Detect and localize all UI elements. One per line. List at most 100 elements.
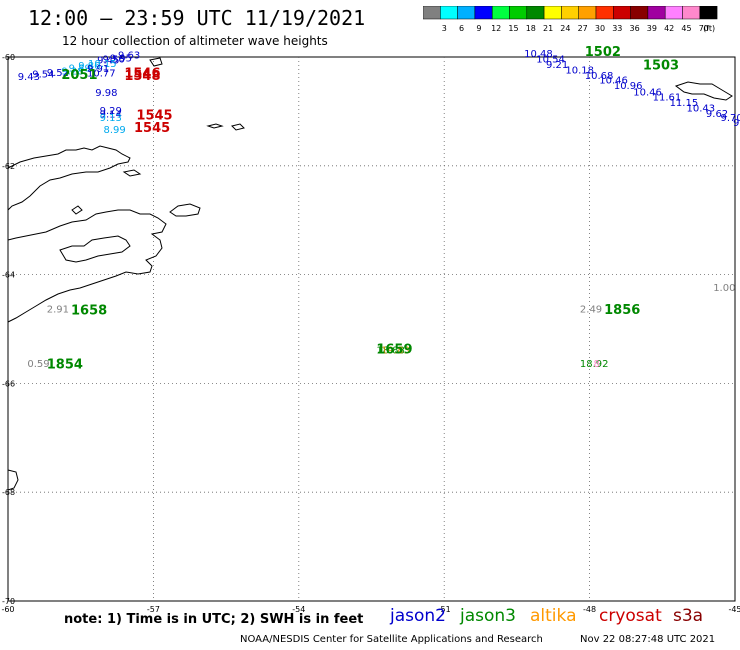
wave-height-label: 9.8: [733, 118, 740, 129]
legend-jason2: jason2: [390, 606, 446, 626]
wave-height-label: 9.62: [706, 109, 728, 120]
wave-height-label: 9.14: [100, 109, 122, 120]
coastline-peninsula: [7, 145, 131, 211]
wave-height-label: 10.43: [687, 103, 716, 114]
observation-time-label: 1502: [585, 45, 621, 60]
observation-time-label: 1659: [376, 342, 412, 357]
colorbar-swatch: [474, 6, 493, 20]
wave-height-label: 10.46: [633, 88, 662, 99]
wave-height-label: 10.54: [536, 54, 565, 65]
longitude-label: -54: [292, 605, 305, 614]
colorbar-swatch: [423, 6, 441, 20]
coastline-island-3: [231, 123, 245, 131]
observation-time-label: 1854: [47, 358, 83, 373]
coastline-island-2: [206, 123, 224, 129]
latitude-label: -62: [2, 162, 15, 171]
color-scale-bar: 3 6 9 12 15 18 21 24 27 30 33 36 39 42 45 70(ft): [423, 6, 718, 33]
wave-height-label: 18.83: [376, 345, 405, 356]
wave-height-label: 9.29: [100, 106, 122, 117]
wave-height-labels: 9.639.959.569.4510.159.869.899.289.529.5…: [18, 49, 740, 370]
wave-height-label: 9.63: [118, 51, 140, 62]
wave-height-label: 9.54: [32, 70, 54, 81]
wave-height-label: 2.91: [47, 305, 69, 316]
wave-height-label: 9.52: [47, 68, 69, 79]
colorbar-swatch: [457, 6, 476, 20]
wave-height-label: 10.68: [585, 71, 614, 82]
colorbar-swatch: [613, 6, 631, 20]
latitude-label: -70: [2, 597, 15, 606]
colorbar-label: 21: [543, 24, 553, 33]
wave-height-label: 11.61: [653, 93, 682, 104]
wave-height-label: 9.91: [87, 64, 109, 75]
wave-height-label: 9.89: [69, 64, 91, 75]
longitude-label: -57: [147, 605, 160, 614]
colorbar-label: 18: [526, 24, 536, 33]
map-frame: [7, 56, 736, 602]
wave-height-label: 1.00: [713, 283, 735, 294]
wave-height-label: 10.77: [87, 69, 116, 80]
wave-height-label: 8.99: [103, 125, 125, 136]
longitude-label: -60: [1, 605, 14, 614]
longitude-label: -51: [438, 605, 451, 614]
footer-credit: NOAA/NESDIS Center for Satellite Applica…: [240, 634, 543, 645]
colorbar-label: 70: [699, 24, 709, 33]
axis-labels: -60 -57 -54 -51 -48 -45 -60 -62 -64 -66 -68 -70: [1, 53, 740, 614]
observation-time-label: 1545: [136, 109, 172, 124]
colorbar-label: 24: [560, 24, 570, 33]
coastline-island-1: [169, 203, 201, 217]
colorbar-swatch: [543, 6, 562, 20]
colorbar-label: 9: [476, 24, 481, 33]
colorbar-swatch: [699, 6, 718, 20]
wave-height-label: 9.95: [110, 53, 132, 64]
colorbar-swatch: [664, 6, 683, 20]
colorbar-swatch: [440, 6, 458, 20]
wave-height-label: 9.28: [61, 66, 83, 77]
colorbar-swatch: [561, 6, 579, 20]
wave-height-label: 8: [593, 359, 599, 370]
wave-height-label: 10.46: [599, 76, 628, 87]
wave-height-label: 10.18: [565, 65, 594, 76]
legend-altika: altika: [530, 606, 577, 626]
footer-note: note: 1) Time is in UTC; 2) SWH is in fe…: [64, 612, 364, 627]
observation-time-label: 1658: [71, 303, 107, 318]
colorbar-label: 12: [491, 24, 501, 33]
observation-time-label: 2051: [61, 68, 97, 83]
observation-time-label: 1503: [643, 59, 679, 74]
footer-timestamp: Nov 22 08:27:48 UTC 2021: [580, 634, 716, 645]
colorbar-swatch: [682, 6, 701, 20]
observation-time-label: 1548: [124, 69, 160, 84]
wave-height-label: 9.98: [95, 88, 117, 99]
page-title: 12:00 – 23:59 UTC 11/19/2021: [28, 6, 366, 30]
wave-height-label: 11.15: [670, 98, 699, 109]
coastline-island-8: [149, 57, 163, 67]
wave-height-label: 10.15: [88, 59, 117, 70]
colorbar-label: 36: [630, 24, 640, 33]
coastlines: [7, 57, 733, 491]
wave-height-label: 9.86: [78, 61, 100, 72]
colorbar-label: 39: [647, 24, 657, 33]
coastline-island-7: [7, 469, 19, 491]
wave-height-label: 9.56: [103, 54, 125, 65]
coastline-mainland: [7, 209, 167, 323]
colorbar-label: 30: [595, 24, 605, 33]
wave-height-label: 9.13: [100, 113, 122, 124]
colorbar-swatch: [509, 6, 528, 20]
wave-height-label: 10.48: [524, 49, 553, 60]
colorbar-swatch: [595, 6, 614, 20]
wave-height-label: 19.83: [381, 345, 410, 356]
colorbar-unit: (ft): [703, 24, 715, 33]
wave-height-label: 0.59: [27, 359, 49, 370]
wave-height-label: 2.49: [580, 305, 602, 316]
colorbar-label: 6: [459, 24, 464, 33]
wave-height-label: 9.21: [546, 60, 568, 71]
colorbar-swatch: [630, 6, 649, 20]
colorbar-swatch: [647, 6, 666, 20]
latitude-label: -64: [2, 271, 15, 280]
colorbar-label: 33: [612, 24, 622, 33]
coastline-island-5: [71, 205, 83, 215]
colorbar-label: 42: [664, 24, 674, 33]
colorbar-label: 15: [508, 24, 518, 33]
colorbar-swatch: [526, 6, 545, 20]
